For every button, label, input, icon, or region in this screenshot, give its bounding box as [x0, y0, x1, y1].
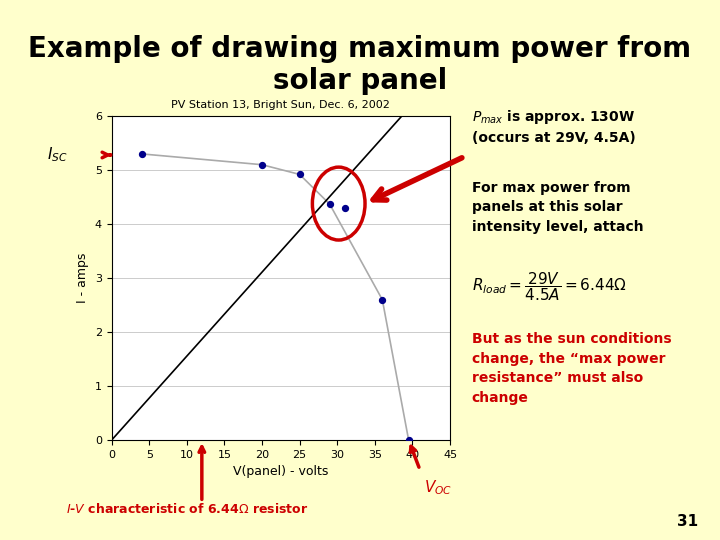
Text: $I_{SC}$: $I_{SC}$ — [47, 146, 68, 164]
Text: $P_{max}$ is approx. 130W
(occurs at 29V, 4.5A): $P_{max}$ is approx. 130W (occurs at 29V… — [472, 108, 635, 145]
Text: Example of drawing maximum power from
solar panel: Example of drawing maximum power from so… — [28, 35, 692, 96]
Text: 31: 31 — [678, 514, 698, 529]
Text: $R_{load} = \dfrac{29V}{4.5A} = 6.44\Omega$: $R_{load} = \dfrac{29V}{4.5A} = 6.44\Ome… — [472, 270, 626, 303]
Y-axis label: I - amps: I - amps — [76, 253, 89, 303]
Point — [136, 150, 148, 158]
Text: For max power from
panels at this solar
intensity level, attach: For max power from panels at this solar … — [472, 181, 643, 234]
Point — [377, 295, 388, 304]
Point — [403, 436, 415, 444]
Text: But as the sun conditions
change, the “max power
resistance” must also
change: But as the sun conditions change, the “m… — [472, 332, 671, 404]
Point — [339, 204, 351, 212]
Point — [294, 170, 305, 179]
X-axis label: V(panel) - volts: V(panel) - volts — [233, 465, 328, 478]
Title: PV Station 13, Bright Sun, Dec. 6, 2002: PV Station 13, Bright Sun, Dec. 6, 2002 — [171, 100, 390, 110]
Point — [256, 160, 268, 169]
Point — [324, 200, 336, 208]
Text: $V_{OC}$: $V_{OC}$ — [425, 478, 453, 497]
Text: $I$-$V$ characteristic of 6.44$\Omega$ resistor: $I$-$V$ characteristic of 6.44$\Omega$ r… — [66, 502, 308, 516]
